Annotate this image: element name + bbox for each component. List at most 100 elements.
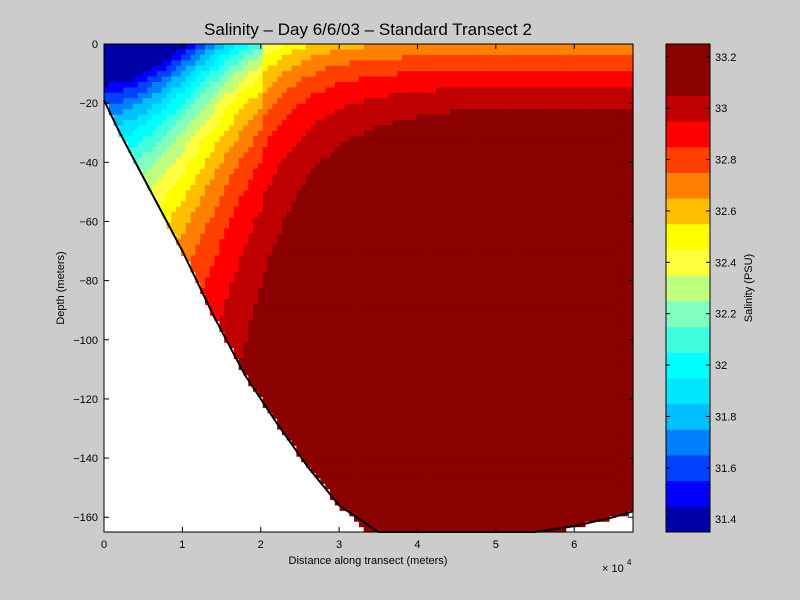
contour-cell	[233, 81, 240, 88]
contour-cell	[185, 206, 192, 213]
contour-cell	[373, 358, 379, 365]
contour-cell	[421, 304, 427, 311]
contour-cell	[406, 49, 413, 56]
contour-cell	[402, 499, 408, 506]
contour-cell	[310, 109, 317, 116]
contour-cell	[156, 44, 163, 51]
contour-cell	[132, 98, 139, 105]
contour-cell	[455, 244, 461, 251]
contour-cell	[257, 320, 264, 327]
contour-cell	[310, 380, 317, 387]
contour-cell	[214, 125, 221, 132]
contour-cell	[330, 450, 336, 457]
contour-cell	[416, 304, 422, 311]
contour-cell	[281, 298, 288, 305]
contour-cell	[431, 98, 437, 105]
contour-cell	[161, 60, 168, 67]
contour-cell	[320, 103, 326, 110]
contour-cell	[349, 374, 355, 381]
contour-cell	[358, 450, 365, 457]
contour-cell	[257, 304, 264, 311]
contour-cell	[248, 157, 254, 164]
contour-cell	[397, 298, 403, 305]
contour-cell	[431, 250, 437, 257]
contour-cell	[397, 325, 403, 332]
contour-cell	[152, 157, 158, 164]
contour-cell	[363, 266, 370, 273]
contour-cell	[426, 412, 432, 419]
contour-cell	[368, 65, 374, 72]
contour-cell	[310, 325, 317, 332]
contour-cell	[243, 266, 249, 273]
contour-cell	[195, 130, 201, 137]
contour-cell	[339, 98, 346, 105]
contour-cell	[382, 201, 389, 208]
contour-cell	[320, 288, 326, 295]
contour-cell	[373, 434, 379, 441]
contour-cell	[248, 201, 254, 208]
contour-cell	[291, 304, 297, 311]
contour-cell	[382, 179, 389, 186]
contour-cell	[190, 103, 196, 110]
contour-cell	[459, 44, 466, 51]
contour-cell	[277, 418, 283, 425]
contour-cell	[310, 347, 317, 354]
contour-cell	[330, 407, 336, 414]
contour-cell	[354, 483, 360, 490]
contour-cell	[176, 114, 182, 121]
contour-cell	[305, 103, 312, 110]
contour-cell	[224, 125, 230, 132]
contour-cell	[224, 206, 230, 213]
contour-cell	[267, 320, 273, 327]
contour-cell	[469, 119, 475, 126]
contour-cell	[464, 418, 471, 425]
contour-cell	[190, 147, 196, 154]
contour-cell	[267, 239, 273, 246]
contour-cell	[363, 60, 370, 67]
contour-cell	[358, 439, 365, 446]
contour-cell	[315, 423, 322, 430]
contour-cell	[253, 168, 259, 175]
contour-cell	[435, 130, 442, 137]
contour-cell	[373, 195, 379, 202]
contour-cell	[435, 445, 442, 452]
contour-cell	[368, 147, 374, 154]
contour-cell	[209, 201, 216, 208]
contour-cell	[243, 98, 249, 105]
contour-cell	[195, 190, 201, 197]
contour-cell	[305, 423, 312, 430]
contour-cell	[469, 76, 475, 83]
contour-cell	[373, 331, 379, 338]
contour-cell	[238, 147, 245, 154]
contour-cell	[392, 428, 398, 435]
contour-cell	[243, 174, 249, 181]
contour-cell	[435, 87, 442, 94]
contour-cell	[421, 315, 427, 322]
contour-cell	[137, 147, 144, 154]
contour-cell	[272, 353, 278, 360]
contour-cell	[238, 206, 245, 213]
contour-cell	[445, 363, 451, 370]
contour-cell	[267, 103, 273, 110]
contour-cell	[445, 271, 451, 278]
contour-cell	[382, 277, 389, 284]
contour-cell	[358, 477, 365, 484]
contour-cell	[330, 141, 336, 148]
contour-cell	[421, 477, 427, 484]
contour-cell	[378, 201, 384, 208]
contour-cell	[200, 141, 206, 148]
contour-cell	[286, 92, 293, 99]
contour-cell	[267, 363, 273, 370]
contour-cell	[334, 190, 341, 197]
contour-cell	[363, 499, 370, 506]
contour-cell	[411, 206, 418, 213]
contour-cell	[392, 423, 398, 430]
contour-cell	[445, 152, 451, 159]
contour-cell	[156, 81, 163, 88]
contour-cell	[296, 271, 302, 278]
contour-cell	[440, 260, 447, 267]
contour-cell	[267, 271, 273, 278]
contour-cell	[426, 325, 432, 332]
contour-cell	[358, 49, 365, 56]
contour-cell	[406, 504, 413, 511]
